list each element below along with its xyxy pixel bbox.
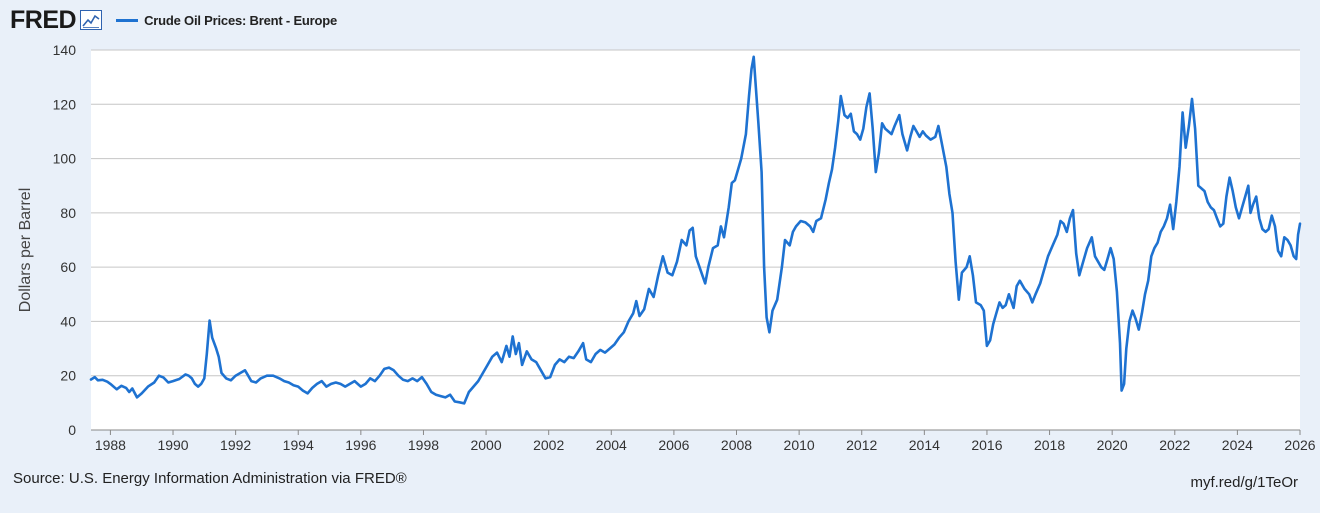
legend[interactable]: Crude Oil Prices: Brent - Europe bbox=[116, 13, 337, 28]
legend-label: Crude Oil Prices: Brent - Europe bbox=[144, 12, 338, 28]
y-tick-label: 140 bbox=[53, 42, 77, 58]
x-tick-label: 1988 bbox=[95, 437, 126, 453]
y-tick-label: 20 bbox=[60, 368, 76, 384]
x-tick-label: 2018 bbox=[1034, 437, 1065, 453]
x-tick-label: 1998 bbox=[408, 437, 439, 453]
y-tick-label: 80 bbox=[60, 205, 76, 221]
plot-area bbox=[91, 50, 1300, 430]
x-tick-label: 2012 bbox=[846, 437, 877, 453]
x-tick-label: 2016 bbox=[971, 437, 1002, 453]
x-tick-label: 1992 bbox=[220, 437, 251, 453]
x-tick-label: 2008 bbox=[721, 437, 752, 453]
legend-swatch bbox=[116, 18, 139, 22]
x-tick-label: 2022 bbox=[1159, 437, 1190, 453]
x-tick-label: 1990 bbox=[157, 437, 188, 453]
x-tick-label: 2020 bbox=[1097, 437, 1128, 453]
y-tick-label: 100 bbox=[53, 151, 77, 167]
short-url[interactable]: myf.red/g/1TeOr bbox=[1190, 474, 1298, 491]
x-tick-label: 1994 bbox=[283, 437, 314, 453]
y-tick-label: 0 bbox=[68, 422, 76, 438]
x-tick-label: 2010 bbox=[784, 437, 815, 453]
fred-logo[interactable]: FRED bbox=[10, 5, 77, 34]
x-tick-label: 2024 bbox=[1222, 437, 1253, 453]
x-tick-label: 2026 bbox=[1284, 437, 1315, 453]
chart-header: FRED Crude Oil Prices: Brent - Europe bbox=[10, 6, 337, 34]
x-tick-label: 2000 bbox=[470, 437, 501, 453]
y-axis-label: Dollars per Barrel bbox=[17, 188, 34, 312]
source-note: Source: U.S. Energy Information Administ… bbox=[13, 470, 407, 487]
x-tick-label: 2014 bbox=[909, 437, 940, 453]
x-tick-label: 1996 bbox=[345, 437, 376, 453]
x-tick-label: 2004 bbox=[596, 437, 627, 453]
x-tick-label: 2006 bbox=[658, 437, 689, 453]
series-line bbox=[89, 55, 1302, 405]
y-tick-label: 60 bbox=[60, 259, 76, 275]
y-tick-label: 120 bbox=[53, 96, 77, 112]
y-tick-label: 40 bbox=[60, 313, 76, 329]
line-chart-icon bbox=[80, 10, 103, 30]
x-tick-label: 2002 bbox=[533, 437, 564, 453]
